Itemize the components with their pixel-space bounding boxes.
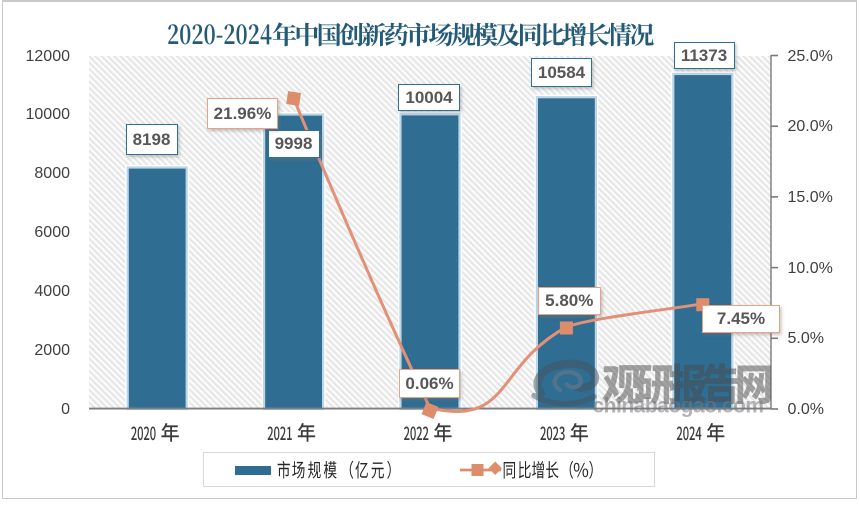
svg-text:chinabaogao.com: chinabaogao.com bbox=[593, 395, 764, 418]
